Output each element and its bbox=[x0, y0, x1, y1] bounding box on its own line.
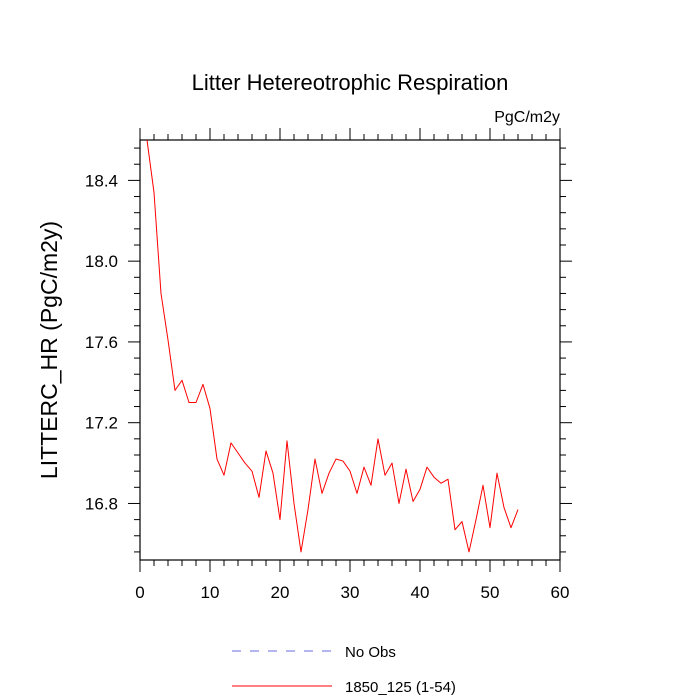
axis-tick-labels: 0 10 20 30 40 50 60 16.8 17.2 17.6 18.0 18.4 bbox=[85, 171, 570, 602]
y-axis-label: LITTERC_HR (PgC/m2y) bbox=[36, 221, 62, 479]
y-tick-label: 18.4 bbox=[85, 171, 118, 190]
series-line-1 bbox=[146, 139, 519, 553]
legend-label-no-obs: No Obs bbox=[345, 644, 396, 661]
x-tick-label: 50 bbox=[481, 583, 500, 602]
legend: No Obs 1850_125 (1-54) bbox=[232, 644, 456, 696]
x-tick-label: 30 bbox=[341, 583, 360, 602]
x-tick-label: 0 bbox=[135, 583, 144, 602]
axis-ticks bbox=[128, 128, 572, 572]
y-tick-label: 16.8 bbox=[85, 494, 118, 513]
y-tick-label: 18.0 bbox=[85, 252, 118, 271]
plot-frame bbox=[139, 139, 561, 561]
units-label: PgC/m2y bbox=[494, 109, 560, 126]
x-tick-label: 60 bbox=[551, 583, 570, 602]
legend-label-1850-125: 1850_125 (1-54) bbox=[345, 679, 456, 696]
series-lines bbox=[146, 139, 519, 553]
x-tick-label: 20 bbox=[271, 583, 290, 602]
x-tick-label: 10 bbox=[201, 583, 220, 602]
y-tick-label: 17.6 bbox=[85, 333, 118, 352]
y-tick-label: 17.2 bbox=[85, 414, 118, 433]
chart-title: Litter Hetereotrophic Respiration bbox=[192, 70, 509, 95]
x-tick-label: 40 bbox=[411, 583, 430, 602]
